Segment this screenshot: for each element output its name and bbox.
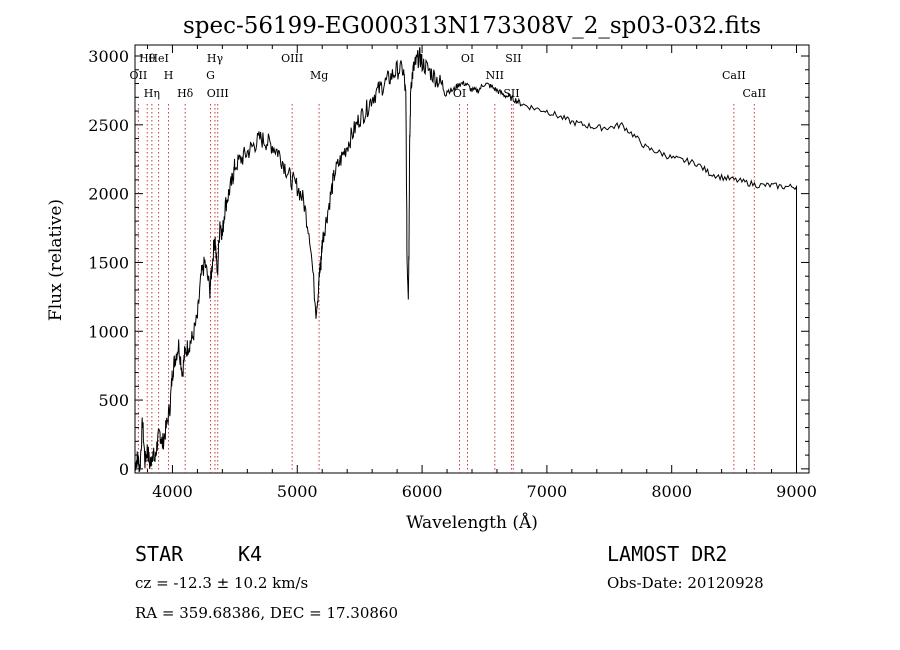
line-marker-label: Hγ — [207, 52, 224, 65]
y-axis-label: Flux (relative) — [46, 199, 66, 321]
y-axis: 0 500 1000 1500 2000 2500 3000 — [88, 47, 809, 479]
survey-name: LAMOST DR2 — [607, 542, 728, 566]
x-tick-label: 9000 — [776, 482, 817, 501]
line-marker-label: H — [164, 69, 174, 82]
obs-date-text: Obs-Date: 20120928 — [607, 574, 764, 592]
line-marker-label: Hδ — [177, 87, 194, 100]
line-marker-label: Hη — [144, 87, 160, 100]
line-marker-label: NII — [486, 69, 504, 82]
x-tick-label: 6000 — [402, 482, 443, 501]
x-tick-label: 4000 — [152, 482, 193, 501]
y-tick-label: 2500 — [88, 116, 129, 135]
coordinates-text: RA = 359.68386, DEC = 17.30860 — [135, 604, 399, 622]
plot-frame — [134, 44, 810, 474]
x-tick-label: 7000 — [527, 482, 568, 501]
line-marker-label: Mg — [310, 69, 328, 82]
x-axis-label: Wavelength (Å) — [406, 512, 538, 533]
y-tick-label: 1000 — [88, 322, 129, 341]
line-marker-label: OII — [130, 69, 148, 82]
line-marker-label: OI — [461, 52, 474, 65]
line-marker-label: HeI — [148, 52, 168, 65]
spectral-line-markers: HθOIIHηHeIHHδHγGOIIIOIIIMgOIOINIISIISIIC… — [130, 52, 766, 473]
y-tick-label: 0 — [119, 460, 129, 479]
chart-title: spec-56199-EG000313N173308V_2_sp03-032.f… — [183, 13, 761, 39]
line-marker-label: OIII — [281, 52, 303, 65]
y-tick-label: 3000 — [88, 47, 129, 66]
line-marker-label: SII — [505, 52, 521, 65]
x-tick-label: 8000 — [651, 482, 692, 501]
x-tick-label: 5000 — [277, 482, 318, 501]
x-axis: 4000 5000 6000 7000 8000 9000 — [146, 45, 817, 501]
object-class: STAR — [135, 542, 184, 566]
line-marker-label: OIII — [207, 87, 229, 100]
flux-series-line — [134, 47, 797, 473]
y-tick-label: 1500 — [88, 253, 129, 272]
object-subclass: K4 — [238, 542, 263, 566]
y-tick-label: 2000 — [88, 185, 129, 204]
line-marker-label: Hθ — [139, 52, 156, 65]
redshift-text: cz = -12.3 ± 10.2 km/s — [135, 574, 309, 592]
y-tick-label: 500 — [98, 391, 129, 410]
line-marker-label: OI — [453, 87, 466, 100]
line-marker-label: G — [206, 69, 215, 82]
line-marker-label: CaII — [742, 87, 766, 100]
line-marker-label: CaII — [722, 69, 746, 82]
